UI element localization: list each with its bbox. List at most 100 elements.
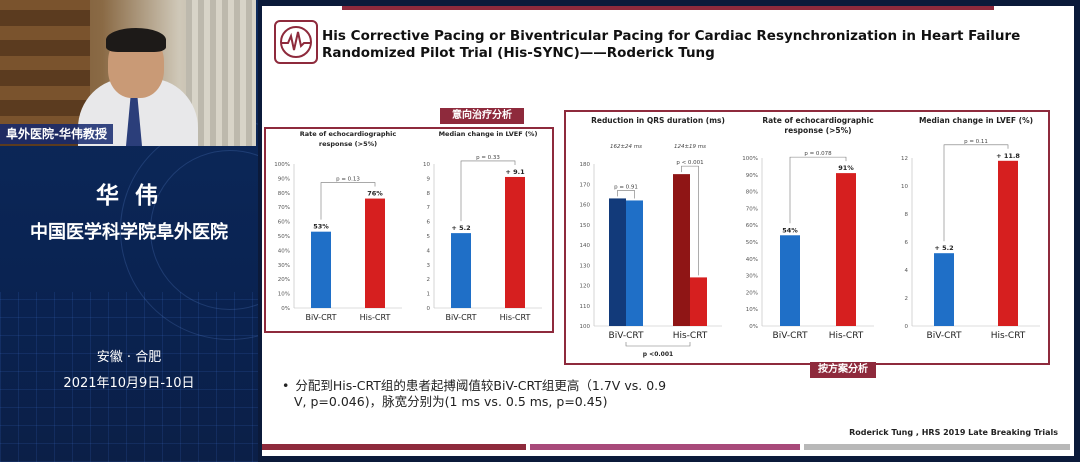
p-value-label: p = 0.91 — [614, 184, 638, 190]
bar-biv-crt — [451, 233, 471, 308]
y-tick-label: 100 — [580, 324, 591, 330]
y-tick-label: 8 — [427, 191, 431, 197]
y-tick-label: 6 — [905, 240, 909, 246]
bullet-icon: • — [282, 378, 290, 393]
data-label: + 11.8 — [996, 152, 1020, 160]
p-value-label: p < 0.001 — [676, 160, 703, 166]
x-category-label: His-CRT — [829, 331, 864, 341]
chart-title: response (>5%) — [319, 140, 377, 148]
bar-his-crt — [505, 176, 525, 308]
y-tick-label: 0 — [427, 306, 431, 312]
y-tick-label: 130 — [580, 263, 591, 269]
chart-title: Rate of echocardiographic — [762, 116, 873, 125]
significance-bracket — [460, 160, 516, 222]
footnote-line1: • 分配到His-CRT组的患者起搏阈值较BiV-CRT组更高（1.7V vs. … — [282, 378, 702, 394]
data-label: + 5.2 — [451, 224, 470, 232]
bar-his-crt-baseline — [673, 174, 690, 326]
decor-grid — [0, 292, 258, 462]
data-label: 76% — [367, 190, 383, 198]
x-category-label: His-CRT — [500, 313, 531, 322]
y-tick-label: 10 — [423, 162, 430, 168]
y-tick-label: 5 — [427, 234, 431, 240]
x-category-label: BiV-CRT — [773, 331, 808, 341]
y-tick-label: 0 — [905, 324, 909, 330]
x-category-label: BiV-CRT — [609, 331, 644, 341]
y-tick-label: 40% — [746, 257, 758, 263]
data-label: 53% — [313, 223, 329, 231]
slide-top-bar — [342, 6, 994, 10]
y-tick-label: 70% — [278, 205, 290, 211]
y-tick-label: 2 — [905, 296, 909, 302]
bottom-bar-right — [804, 444, 1070, 450]
bar-biv-crt — [780, 235, 800, 326]
presenter-video[interactable]: 阜外医院-华伟教授 — [0, 0, 256, 146]
chart-title: Reduction in QRS duration (ms) — [591, 116, 725, 125]
footnote-text2: V, p=0.046)，脉宽分别为(1 ms vs. 0.5 ms, p=0.4… — [294, 394, 608, 409]
slide-title-line2: Randomized Pilot Trial (His-SYNC)——Roder… — [322, 45, 715, 61]
p-value-label: p = 0.13 — [336, 177, 360, 183]
p-value-label: p <0.001 — [643, 351, 673, 358]
y-tick-label: 80% — [746, 190, 758, 196]
footnote-text1: 分配到His-CRT组的患者起搏阈值较BiV-CRT组更高（1.7V vs. 0… — [295, 378, 667, 393]
footnote: • 分配到His-CRT组的患者起搏阈值较BiV-CRT组更高（1.7V vs. … — [282, 378, 702, 410]
pp-box — [564, 110, 1050, 365]
y-tick-label: 150 — [580, 223, 591, 229]
bar-his-crt — [998, 160, 1018, 326]
chart-title: Rate of echocardiographic — [300, 130, 397, 138]
y-tick-label: 30% — [278, 263, 290, 269]
significance-bracket — [681, 165, 699, 276]
data-label: + 5.2 — [934, 244, 953, 252]
y-tick-label: 50% — [746, 240, 758, 246]
significance-bracket — [617, 190, 635, 199]
y-tick-label: 40% — [278, 248, 290, 254]
y-tick-label: 110 — [580, 304, 591, 310]
y-tick-label: 10% — [278, 292, 290, 298]
chart-title: Median change in LVEF (%) — [919, 116, 1033, 125]
presenter-hospital: 中国医学科学院阜外医院 — [30, 222, 228, 243]
charts-svg: Rate of echocardiographic response (>5%) 0… — [274, 116, 1040, 358]
y-tick-label: 6 — [427, 220, 431, 226]
data-label: 91% — [838, 164, 854, 172]
heartbeat-icon — [280, 26, 312, 58]
y-tick-label: 140 — [580, 243, 591, 249]
x-category-label: BiV-CRT — [927, 331, 962, 341]
baseline-label: 124±19 ms — [674, 144, 706, 150]
slide-title-line1: His Corrective Pacing or Biventricular P… — [322, 28, 1021, 44]
baseline-label: 162±24 ms — [610, 144, 642, 150]
bottom-bar-left — [262, 444, 526, 450]
y-tick-label: 12 — [901, 156, 908, 162]
y-tick-label: 80% — [278, 191, 290, 197]
y-tick-label: 0% — [749, 324, 758, 330]
y-tick-label: 100% — [274, 162, 290, 168]
y-tick-label: 160 — [580, 203, 591, 209]
y-tick-label: 10% — [746, 307, 758, 313]
presenter-panel: 阜外医院-华伟教授 华 伟 中国医学科学院阜外医院 安徽 · 合肥 2021年1… — [0, 0, 258, 462]
data-label: + 9.1 — [505, 168, 525, 176]
y-tick-label: 30% — [746, 274, 758, 280]
y-tick-label: 9 — [427, 176, 431, 182]
slide: His Corrective Pacing or Biventricular P… — [262, 6, 1074, 456]
y-tick-label: 180 — [580, 162, 591, 168]
x-category-label: His-CRT — [673, 331, 708, 341]
slide-title: His Corrective Pacing or Biventricular P… — [322, 28, 1020, 62]
y-tick-label: 60% — [746, 223, 758, 229]
bar-his-crt — [365, 198, 385, 308]
heartbeat-logo-icon — [274, 20, 318, 64]
y-tick-label: 3 — [427, 263, 431, 269]
presenter-hair-image — [106, 28, 166, 52]
y-tick-label: 90% — [746, 173, 758, 179]
y-tick-label: 10 — [901, 184, 908, 190]
y-tick-label: 1 — [427, 292, 431, 298]
significance-bracket — [789, 156, 847, 224]
bar-biv-crt — [934, 253, 954, 326]
x-category-label: BiV-CRT — [305, 313, 336, 322]
y-tick-label: 20% — [746, 290, 758, 296]
bar-his-crt-paced — [690, 277, 707, 326]
bookshelf-image — [0, 0, 90, 146]
y-tick-label: 90% — [278, 176, 290, 182]
y-tick-label: 4 — [427, 248, 431, 254]
bottom-bar-mid — [530, 444, 800, 450]
y-tick-label: 170 — [580, 182, 591, 188]
x-category-label: His-CRT — [991, 331, 1026, 341]
